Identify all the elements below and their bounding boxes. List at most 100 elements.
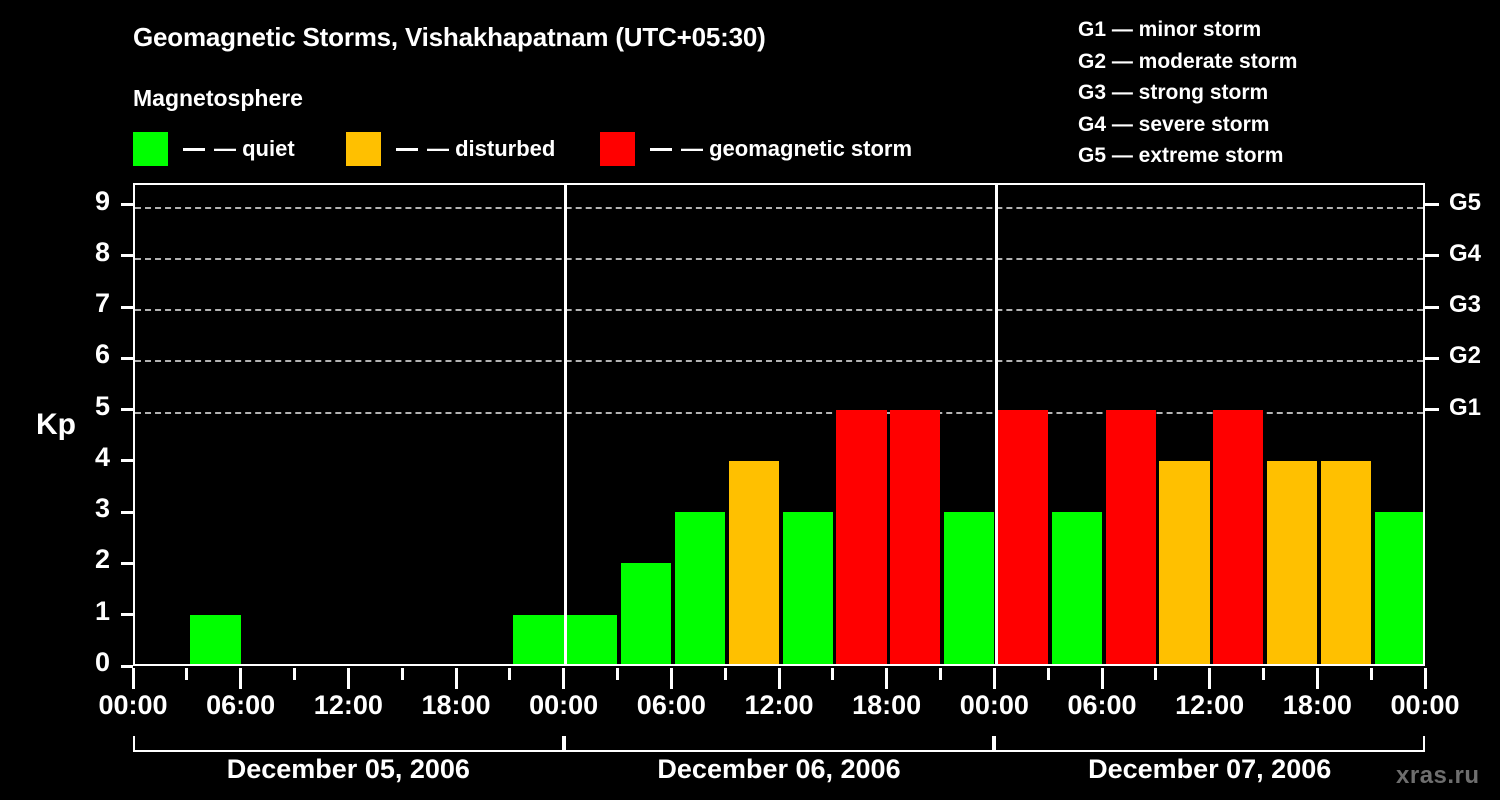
day-label-0: December 05, 2006 xyxy=(226,754,470,784)
day-separator xyxy=(994,185,998,666)
x-tick-label-0: 00:00 xyxy=(98,690,168,720)
x-tick-label-9: 06:00 xyxy=(1067,690,1137,720)
bar xyxy=(1374,512,1423,666)
storm-swatch xyxy=(600,132,635,166)
y-axis-label: Kp xyxy=(36,408,76,441)
y-tick-label-9: 9 xyxy=(94,185,110,216)
bar xyxy=(728,460,779,666)
legend-item-disturbed: — disturbed xyxy=(346,131,555,167)
day-bracket-2 xyxy=(994,736,1425,752)
y-tick-label-0: 0 xyxy=(94,647,110,677)
x-tick-label-2: 12:00 xyxy=(313,690,383,720)
x-tick-major-24 xyxy=(1423,668,1427,689)
x-tick-major-12 xyxy=(777,668,781,689)
day-bracket-0 xyxy=(133,736,564,752)
g-tick-mark-G5 xyxy=(1425,203,1439,207)
chart-subtitle: Magnetosphere xyxy=(133,85,303,111)
x-tick-major-4 xyxy=(346,668,350,689)
day-label-1: December 06, 2006 xyxy=(657,754,901,784)
y-tick-mark-5 xyxy=(121,408,133,412)
y-tick-mark-4 xyxy=(121,459,133,463)
g-scale-g5: G5 — extreme storm xyxy=(1078,144,1284,167)
g-scale-g2: G2 — moderate storm xyxy=(1078,49,1298,73)
x-tick-minor-23 xyxy=(1369,668,1373,680)
y-tick-mark-2 xyxy=(121,561,133,565)
y-tick-label-3: 3 xyxy=(94,493,110,524)
bar xyxy=(997,409,1049,666)
x-tick-minor-17 xyxy=(1046,668,1050,680)
legend-dash-icon xyxy=(183,147,205,151)
bar xyxy=(836,409,887,666)
g-tick-label-G2: G2 xyxy=(1449,342,1482,370)
x-tick-major-14 xyxy=(885,668,889,689)
x-tick-minor-19 xyxy=(1154,668,1158,680)
bar xyxy=(621,563,672,666)
legend-item-quiet: — quiet xyxy=(133,131,295,167)
bar xyxy=(890,409,941,666)
bar xyxy=(782,512,833,666)
x-tick-minor-13 xyxy=(831,668,835,680)
x-tick-major-0 xyxy=(131,668,135,689)
x-tick-label-3: 18:00 xyxy=(421,690,491,720)
legend-label-disturbed: — disturbed xyxy=(427,136,556,161)
x-tick-label-11: 18:00 xyxy=(1282,690,1352,720)
day-separator xyxy=(564,185,568,666)
bar xyxy=(1159,460,1210,666)
x-tick-label-4: 00:00 xyxy=(529,690,599,720)
g-tick-mark-G2 xyxy=(1425,356,1439,360)
g-scale-legend: G1 — minor storm G2 — moderate storm G3 … xyxy=(1078,14,1297,172)
x-tick-minor-5 xyxy=(400,668,404,680)
quiet-swatch xyxy=(133,132,168,166)
g-tick-mark-G4 xyxy=(1425,254,1439,258)
page-title: Geomagnetic Storms, Vishakhapatnam (UTC+… xyxy=(133,22,766,52)
y-tick-label-1: 1 xyxy=(94,595,110,626)
g-tick-mark-G1 xyxy=(1425,408,1439,412)
y-tick-mark-0 xyxy=(121,664,133,668)
bar xyxy=(944,512,995,666)
g-scale-g1: G1 — minor storm xyxy=(1078,18,1262,41)
x-tick-minor-9 xyxy=(616,668,619,680)
y-tick-label-2: 2 xyxy=(94,544,110,575)
bar xyxy=(1051,512,1102,666)
x-tick-label-8: 00:00 xyxy=(959,690,1029,720)
bar xyxy=(190,614,241,666)
g-tick-label-G1: G1 xyxy=(1449,393,1482,421)
bar xyxy=(567,614,618,666)
day-label-2: December 07, 2006 xyxy=(1088,754,1332,784)
x-tick-label-10: 12:00 xyxy=(1175,690,1245,720)
y-tick-label-6: 6 xyxy=(94,339,110,370)
gridline-kp-7 xyxy=(135,309,1423,312)
y-tick-mark-1 xyxy=(121,613,133,617)
disturbed-swatch xyxy=(346,132,381,166)
g-tick-mark-G3 xyxy=(1425,305,1439,309)
gridline-kp-9 xyxy=(135,206,1423,209)
y-tick-mark-8 xyxy=(121,254,133,258)
plot-area xyxy=(133,183,1425,666)
bar xyxy=(1267,460,1318,666)
x-tick-major-18 xyxy=(1100,668,1104,689)
x-tick-major-20 xyxy=(1208,668,1212,689)
g-tick-label-G5: G5 xyxy=(1449,188,1482,216)
x-tick-minor-3 xyxy=(293,668,296,680)
g-tick-label-G4: G4 xyxy=(1449,239,1482,267)
x-tick-minor-11 xyxy=(723,668,727,680)
y-tick-label-4: 4 xyxy=(94,441,110,472)
x-tick-label-7: 18:00 xyxy=(852,690,922,720)
legend-dash-icon xyxy=(396,147,418,151)
x-tick-label-6: 12:00 xyxy=(744,690,814,720)
g-scale-g4: G4 — severe storm xyxy=(1078,112,1270,136)
legend-label-quiet: — quiet xyxy=(214,136,295,161)
x-tick-major-8 xyxy=(562,668,566,689)
gridline-kp-5 xyxy=(135,411,1423,414)
x-tick-minor-1 xyxy=(185,668,189,680)
x-tick-major-16 xyxy=(992,668,996,689)
x-tick-label-12: 00:00 xyxy=(1390,690,1460,720)
y-tick-mark-7 xyxy=(121,305,133,309)
watermark: xras.ru xyxy=(1396,762,1480,789)
day-bracket-1 xyxy=(563,736,995,752)
bar xyxy=(674,512,726,666)
legend-label-storm: — geomagnetic storm xyxy=(681,136,913,161)
legend-dash-icon xyxy=(650,147,672,151)
x-tick-major-6 xyxy=(454,668,458,689)
x-tick-minor-21 xyxy=(1262,668,1265,680)
